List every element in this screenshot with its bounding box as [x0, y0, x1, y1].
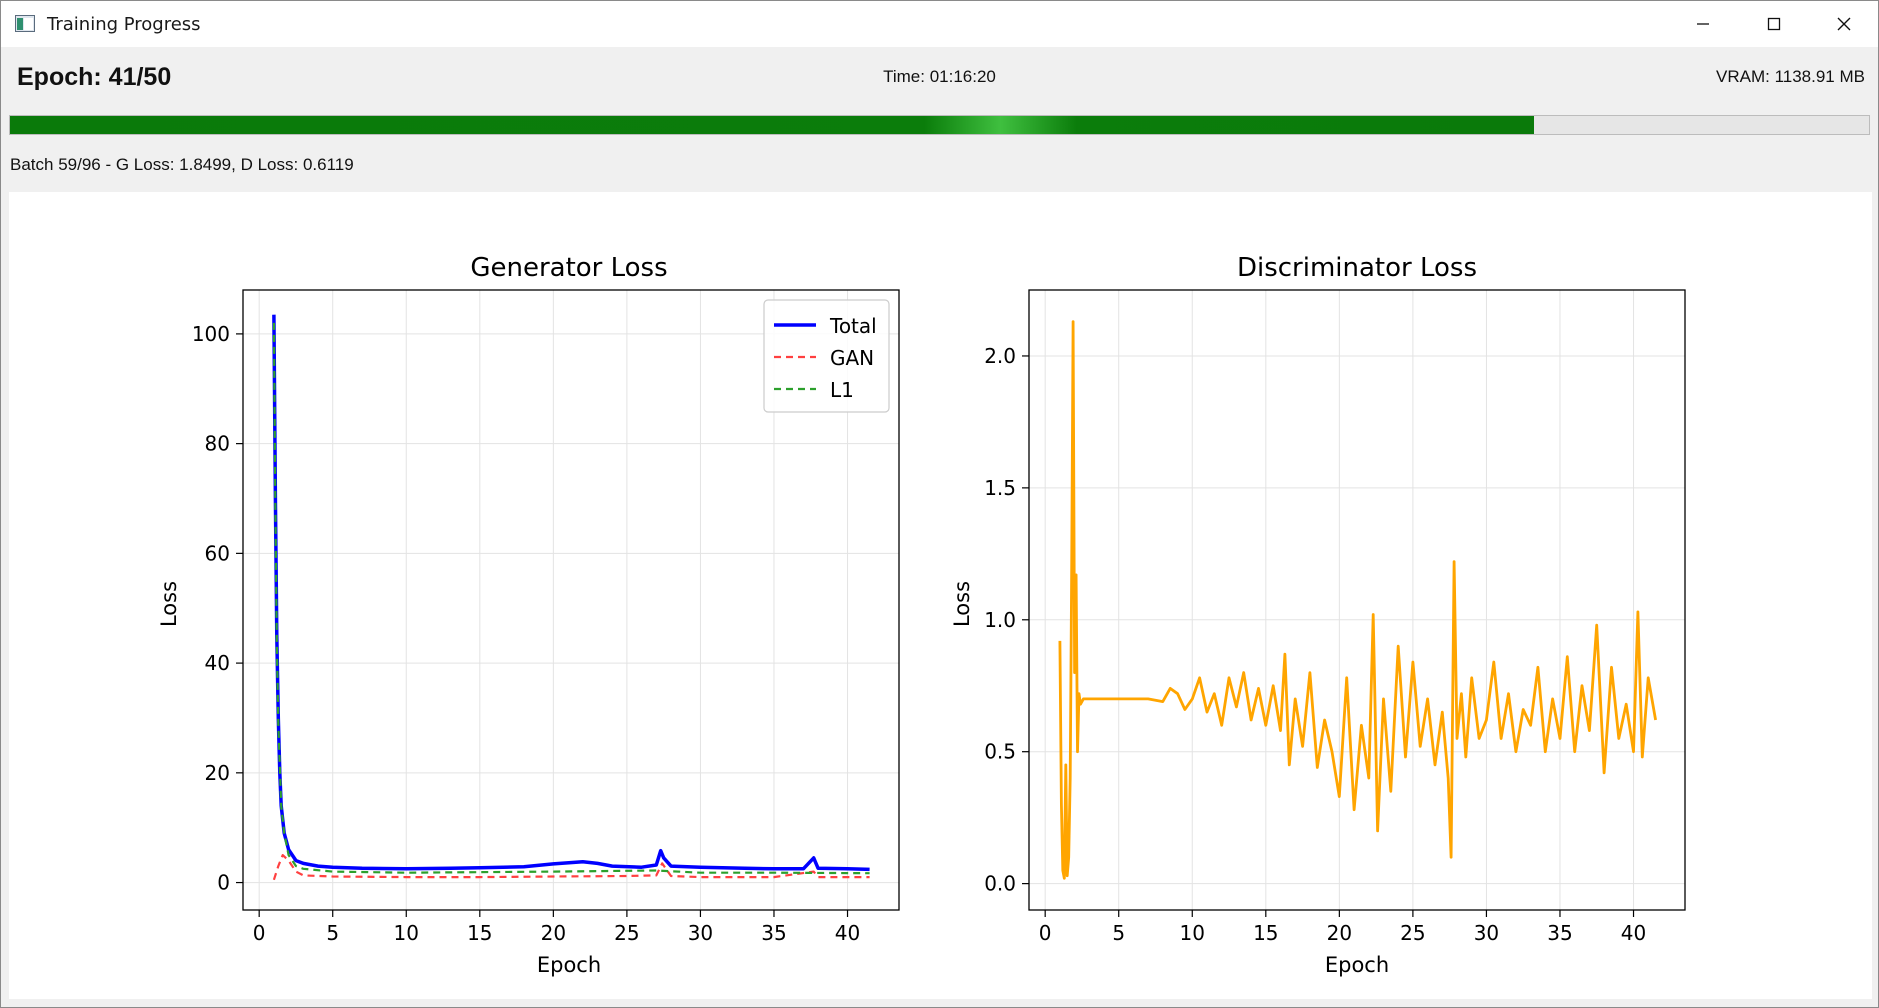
status-header: Epoch: 41/50 Time: 01:16:20 VRAM: 1138.9… — [1, 51, 1878, 101]
x-tick-label: 30 — [1474, 921, 1499, 945]
plot-frame — [1028, 289, 1686, 911]
title-bar[interactable]: Training Progress — [1, 1, 1878, 47]
x-tick-label: 20 — [1327, 921, 1352, 945]
x-tick-label: 40 — [1621, 921, 1646, 945]
vram-label: VRAM: 1138.91 MB — [1716, 67, 1865, 86]
discriminator-loss-panel: Discriminator Loss Epoch Loss 0 5 10 15 20 25… — [950, 253, 1686, 977]
series-line-l1 — [272, 322, 870, 875]
training-progress-bar — [9, 115, 1870, 135]
x-tick-label: 10 — [1180, 921, 1205, 945]
legend-label: GAN — [830, 346, 874, 370]
epoch-label: Epoch: 41/50 — [17, 63, 172, 91]
x-tick-label: 20 — [541, 921, 566, 945]
y-tick-label: 2.0 — [984, 344, 1016, 368]
y-tick-label: 80 — [205, 432, 230, 456]
x-axis-label: Epoch — [537, 953, 601, 977]
x-tick-label: 40 — [835, 921, 860, 945]
x-tick-label: 25 — [1400, 921, 1425, 945]
y-tick-label: 100 — [192, 322, 230, 346]
x-tick-label: 35 — [1547, 921, 1572, 945]
chart-title: Generator Loss — [470, 253, 667, 283]
loss-plots-figure: Generator Loss Epoch Loss 0 5 10 15 20 25 30 35… — [157, 253, 1686, 977]
x-tick-label: 5 — [326, 921, 339, 945]
y-tick-label: 1.0 — [984, 608, 1016, 632]
y-tick-label: 0.0 — [984, 872, 1016, 896]
generator-loss-panel: Generator Loss Epoch Loss 0 5 10 15 20 25 30 35… — [157, 253, 900, 977]
x-tick-label: 25 — [614, 921, 639, 945]
y-tick-label: 20 — [205, 761, 230, 785]
y-axis-label: Loss — [157, 581, 181, 627]
series-line-loss — [1058, 320, 1657, 880]
maximize-button[interactable] — [1739, 1, 1809, 47]
y-axis-label: Loss — [950, 581, 974, 627]
minimize-icon — [1697, 23, 1709, 25]
series-line-gan — [272, 853, 870, 881]
y-tick-label: 40 — [205, 651, 230, 675]
window-title: Training Progress — [47, 14, 201, 35]
x-tick-label: 5 — [1112, 921, 1125, 945]
chart-title: Discriminator Loss — [1237, 253, 1477, 283]
x-tick-label: 35 — [761, 921, 786, 945]
plot-canvas: Generator Loss Epoch Loss 0 5 10 15 20 25 30 35… — [9, 192, 1872, 999]
y-tick-label: 0 — [217, 871, 230, 895]
x-tick-label: 15 — [1253, 921, 1278, 945]
batch-status-label: Batch 59/96 - G Loss: 1.8499, D Loss: 0.… — [10, 155, 354, 174]
y-tick-label: 1.5 — [984, 476, 1016, 500]
close-button[interactable] — [1809, 1, 1879, 47]
x-tick-label: 0 — [253, 921, 266, 945]
plot-frame — [242, 289, 900, 911]
progress-bar-fill — [10, 116, 1535, 134]
y-tick-label: 60 — [205, 541, 230, 565]
legend-label: L1 — [830, 378, 854, 402]
y-tick-label: 0.5 — [984, 740, 1016, 764]
x-tick-label: 15 — [467, 921, 492, 945]
x-tick-label: 10 — [394, 921, 419, 945]
x-axis-label: Epoch — [1325, 953, 1389, 977]
app-window-icon — [15, 15, 35, 32]
legend-label: Total — [829, 314, 877, 338]
legend-box — [763, 299, 890, 413]
close-icon — [1837, 17, 1851, 31]
minimize-button[interactable] — [1668, 1, 1738, 47]
x-tick-label: 30 — [688, 921, 713, 945]
maximize-icon — [1767, 17, 1781, 31]
x-tick-label: 0 — [1039, 921, 1052, 945]
time-label: Time: 01:16:20 — [883, 67, 996, 86]
